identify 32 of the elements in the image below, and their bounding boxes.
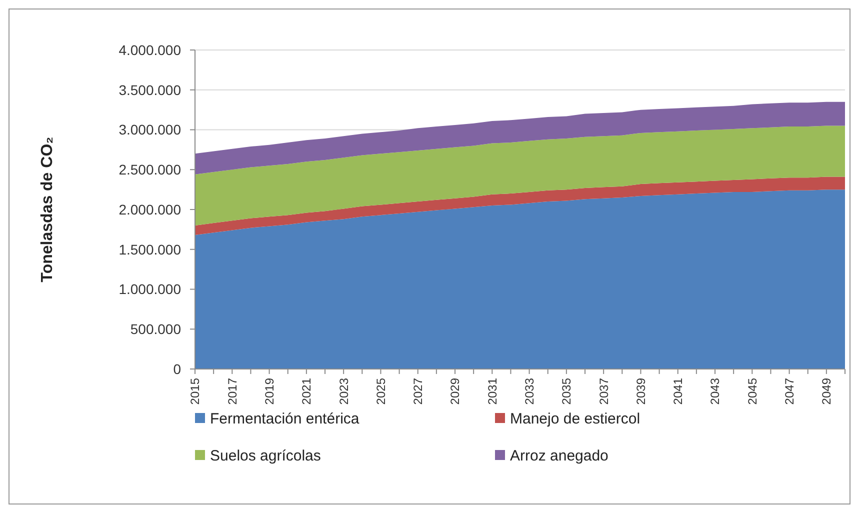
x-tick-label: 2031 [485,378,500,405]
x-tick-label: 2033 [522,378,536,405]
x-tick-label: 2023 [336,378,351,405]
x-tick-label: 2047 [782,378,796,405]
y-tick-label: 3.500.000 [118,82,182,98]
legend-label: Suelos agrícolas [210,447,321,464]
x-tick-label: 2015 [188,378,202,405]
x-tick-label: 2021 [300,378,314,405]
x-tick-label: 2035 [560,378,574,405]
x-tick-label: 2043 [708,378,722,405]
y-tick-label: 500.000 [130,321,182,338]
x-tick-label: 2045 [745,378,760,405]
legend-label: Manejo de estiercol [510,410,640,428]
y-tick-label: 2.000.000 [118,201,182,218]
y-tick-label: 2.500.000 [118,162,182,178]
y-tick-label: 4.000.000 [118,42,182,58]
x-tick-label: 2027 [411,378,426,405]
y-axis-title: Tonelasdas de CO₂ [39,136,56,282]
y-tick-label: 3.000.000 [118,122,182,138]
y-tick-label: 1.000.000 [118,281,182,298]
x-tick-label: 2029 [448,378,462,405]
y-tick-label: 0 [173,360,182,377]
legend-label: Arroz anegado [510,447,608,464]
x-tick-label: 2039 [634,378,648,405]
x-tick-label: 2041 [671,378,686,405]
legend-label: Fermentación entérica [210,410,360,428]
x-tick-label: 2019 [262,378,276,405]
x-tick-label: 2037 [596,378,611,405]
y-tick-label: 1.500.000 [118,241,182,258]
x-tick-label: 2049 [820,378,834,405]
x-tick-label: 2025 [374,378,388,405]
x-tick-label: 2017 [225,378,240,405]
